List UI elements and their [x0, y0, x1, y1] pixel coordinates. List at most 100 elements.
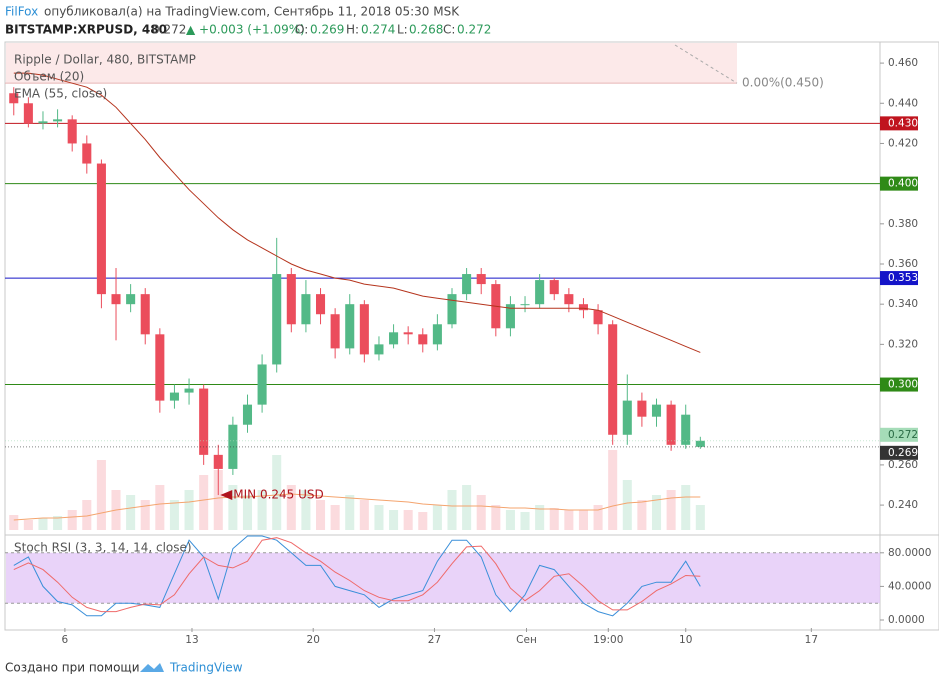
candle-body — [505, 304, 515, 329]
candle-body — [23, 103, 33, 124]
volume-bar — [199, 475, 209, 530]
volume-bar — [462, 485, 472, 530]
level-box — [880, 116, 918, 131]
candle-body — [82, 143, 92, 164]
candle-body — [403, 332, 413, 335]
candle-body — [578, 304, 588, 311]
price-label: 0.269 — [888, 447, 918, 459]
volume-bar — [491, 505, 501, 530]
candle-body — [169, 392, 179, 401]
volume-bar — [242, 495, 253, 530]
y-tick-label: 0.440 — [888, 97, 918, 109]
candle-body — [462, 274, 472, 295]
volume-bar — [345, 495, 355, 530]
candle-body — [228, 424, 238, 469]
candle-body — [199, 388, 209, 455]
y-tick-label: 0.460 — [888, 57, 918, 69]
volume-bar — [578, 510, 588, 530]
candle-body — [155, 334, 165, 401]
candle-body — [286, 274, 296, 325]
volume-bar — [622, 480, 632, 530]
volume-bar — [651, 495, 662, 530]
volume-bar — [681, 485, 691, 530]
legend-entry: EMA (55, close) — [14, 87, 107, 101]
candle-body — [242, 404, 253, 425]
level-label: 0.430 — [888, 117, 918, 129]
price-box — [880, 445, 918, 460]
x-tick-label: 13 — [185, 634, 198, 646]
volume-bar — [9, 515, 19, 530]
candle-body — [389, 332, 399, 345]
candle-body — [418, 334, 428, 345]
symbol: BITSTAMP:XRPUSD, 480 — [5, 23, 167, 37]
candle-body — [447, 294, 457, 325]
candle-body — [476, 274, 486, 285]
y-tick-label: 0.320 — [888, 338, 918, 350]
volume-bar — [330, 505, 340, 530]
stoch-legend: Stoch RSI (3, 3, 14, 14, close) — [14, 541, 192, 555]
candle-body — [301, 294, 311, 325]
volume-bar — [418, 512, 428, 530]
stoch-tick-label: 0.0000 — [888, 614, 925, 626]
volume-bar — [53, 516, 63, 530]
candle-body — [432, 324, 442, 345]
y-tick-label: 0.340 — [888, 298, 918, 310]
volume-bar — [695, 505, 705, 530]
level-label: 0.400 — [888, 178, 918, 190]
volume-bar — [447, 490, 457, 530]
stoch-tick-label: 40.0000 — [888, 580, 931, 592]
candle-body — [213, 454, 223, 469]
legend-entry: Ripple / Dollar, 480, BITSTAMP — [14, 53, 196, 67]
l-label: L: — [397, 23, 408, 37]
volume-bar — [96, 460, 106, 530]
y-tick-label: 0.260 — [888, 459, 918, 471]
ema-line — [13, 72, 701, 353]
candle-body — [520, 304, 530, 306]
fib-label: 0.00%(0.450) — [742, 76, 824, 90]
last-price: 0.272 — [152, 23, 186, 37]
volume-bar — [476, 495, 486, 530]
candle-body — [315, 294, 326, 315]
volume-bar — [564, 510, 574, 530]
candle-body — [126, 294, 136, 305]
candle-body — [374, 344, 384, 355]
candle-body — [9, 93, 19, 104]
volume-bar — [213, 470, 223, 530]
min-label: MIN 0.245 USD — [233, 488, 324, 502]
stoch-band — [6, 552, 880, 604]
volume-bar — [359, 500, 369, 530]
volume-bar — [140, 500, 150, 530]
h-value: 0.274 — [361, 23, 395, 37]
fib-zone — [6, 43, 737, 84]
volume-bar — [315, 500, 326, 530]
volume-bar — [126, 495, 136, 530]
o-value: 0.269 — [310, 23, 344, 37]
volume-ma-line — [13, 493, 701, 521]
footer-brand: TradingView — [169, 661, 243, 675]
candle-body — [53, 119, 63, 122]
frame — [4, 41, 939, 631]
l-value: 0.268 — [409, 23, 443, 37]
y-tick-label: 0.420 — [888, 137, 918, 149]
change: ▲ +0.003 (+1.09%) — [186, 23, 305, 37]
level-label: 0.353 — [888, 272, 918, 284]
volume-bar — [23, 520, 33, 530]
candle-body — [330, 314, 340, 349]
volume-bar — [608, 450, 618, 530]
candle-body — [593, 310, 603, 325]
brand-logo — [140, 663, 164, 672]
x-tick-label: 27 — [428, 634, 441, 646]
footer-text: Создано при помощи — [5, 661, 140, 675]
candle-body — [695, 440, 705, 447]
level-box — [880, 271, 918, 286]
volume-bar — [535, 505, 545, 530]
volume-bar — [169, 500, 179, 530]
candle-body — [140, 294, 150, 335]
volume-bar — [432, 505, 442, 530]
candle-body — [272, 274, 282, 365]
candle-body — [549, 280, 559, 295]
volume-bar — [637, 500, 647, 530]
candle-body — [111, 294, 121, 305]
x-tick-label: Сен — [516, 634, 537, 646]
